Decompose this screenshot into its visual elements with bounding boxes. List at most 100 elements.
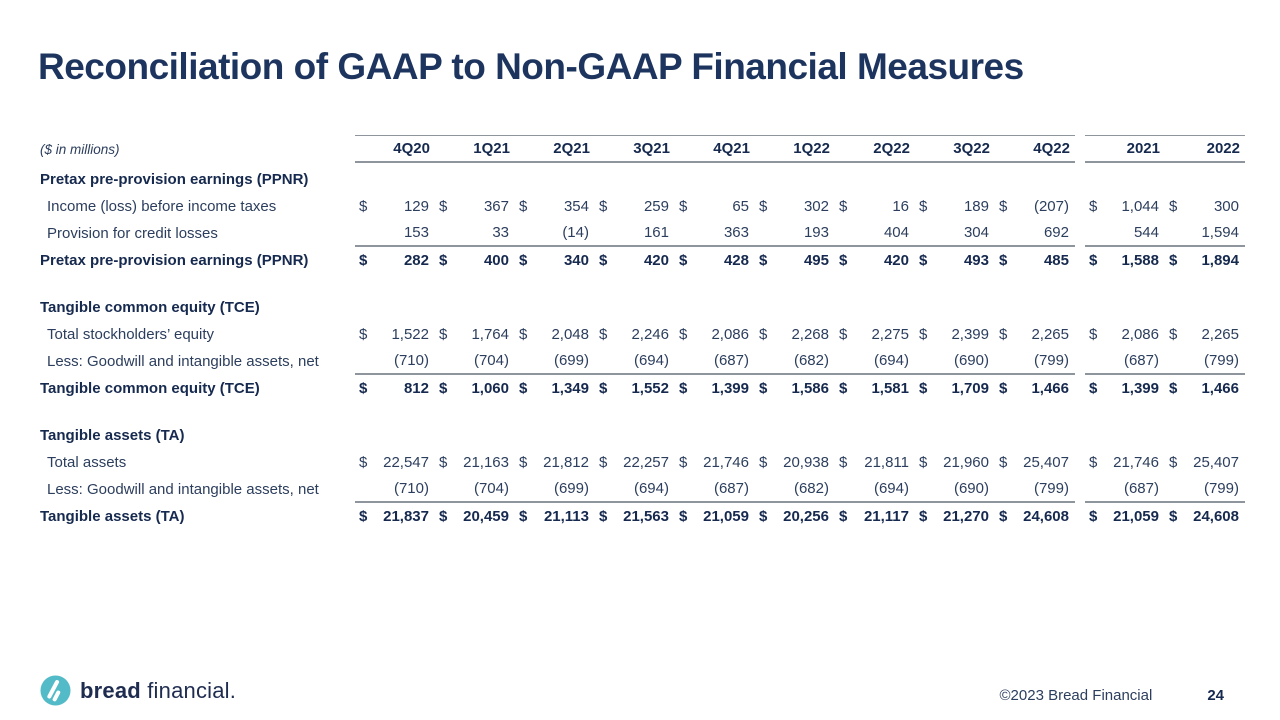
- dollar-sign: $: [999, 326, 1008, 343]
- cell-value: 428: [723, 252, 749, 269]
- cell-value: 24,608: [1023, 508, 1069, 525]
- quarter-cell: (704): [435, 476, 515, 503]
- cell-value: 1,466: [1031, 380, 1069, 397]
- units-note-text: ($ in millions): [40, 141, 120, 157]
- cell-value: (799): [1203, 480, 1239, 497]
- cell-value: 16: [892, 198, 909, 215]
- quarter-cell: $129: [355, 193, 435, 220]
- dollar-sign: $: [1169, 508, 1178, 525]
- cell-value: 21,746: [703, 454, 749, 471]
- dollar-sign: $: [919, 326, 928, 343]
- cell-value: 21,113: [543, 508, 589, 525]
- column-spacer: [1075, 247, 1085, 274]
- table-row: Income (loss) before income taxes $129 $36…: [40, 193, 1245, 220]
- dollar-sign: $: [839, 326, 848, 343]
- column-header-year: 2021: [1085, 135, 1165, 163]
- table-row: Total stockholders’ equity $1,522 $1,764 $2…: [40, 321, 1245, 348]
- quarter-cell: 161: [595, 220, 675, 247]
- cell-value: 1,586: [791, 380, 829, 397]
- dollar-sign: $: [439, 380, 448, 397]
- cell-value: 189: [963, 198, 989, 215]
- dollar-sign: $: [599, 326, 608, 343]
- cell-value: 2,048: [551, 326, 589, 343]
- cell-value: 20,938: [783, 454, 829, 471]
- column-spacer: [1075, 193, 1085, 220]
- reconciliation-table: ($ in millions) 4Q20 1Q21 2Q21 3Q21 4Q21 1Q22 2…: [40, 135, 1245, 530]
- cell-value: 20,256: [783, 508, 829, 525]
- section-header-label: Tangible assets (TA): [40, 427, 185, 444]
- quarter-cell: (687): [675, 348, 755, 375]
- quarter-cell: $420: [835, 247, 915, 274]
- cell-value: (687): [1123, 352, 1159, 369]
- dollar-sign: $: [1089, 380, 1098, 397]
- quarter-cell: $2,265: [995, 321, 1075, 348]
- quarter-cell: $2,399: [915, 321, 995, 348]
- cell-value: 1,349: [551, 380, 589, 397]
- total-row-label: Tangible common equity (TCE): [40, 380, 260, 397]
- year-cell: $1,466: [1165, 375, 1245, 402]
- quarter-cell: 304: [915, 220, 995, 247]
- quarter-cell: $24,608: [995, 503, 1075, 530]
- year-cell: $25,407: [1165, 449, 1245, 476]
- dollar-sign: $: [1169, 252, 1178, 269]
- cell-value: 21,563: [623, 508, 669, 525]
- quarter-cell: (799): [995, 348, 1075, 375]
- cell-value: 2,265: [1201, 326, 1239, 343]
- cell-value: 304: [963, 224, 989, 241]
- year-cell: $1,588: [1085, 247, 1165, 274]
- section-header-row: Tangible assets (TA): [40, 422, 1245, 449]
- quarter-cell: 33: [435, 220, 515, 247]
- cell-value: 1,588: [1121, 252, 1159, 269]
- column-spacer: [1075, 476, 1085, 503]
- dollar-sign: $: [919, 454, 928, 471]
- dollar-sign: $: [759, 326, 768, 343]
- quarter-cell: $65: [675, 193, 755, 220]
- quarter-cell: $1,349: [515, 375, 595, 402]
- dollar-sign: $: [1089, 326, 1098, 343]
- quarter-cell: $21,746: [675, 449, 755, 476]
- quarter-cell: (690): [915, 348, 995, 375]
- cell-value: 21,746: [1113, 454, 1159, 471]
- quarter-cell: 404: [835, 220, 915, 247]
- quarter-cell: $354: [515, 193, 595, 220]
- dollar-sign: $: [359, 454, 368, 471]
- cell-value: 692: [1043, 224, 1069, 241]
- year-cell: $21,746: [1085, 449, 1165, 476]
- dollar-sign: $: [359, 326, 368, 343]
- cell-value: 33: [492, 224, 509, 241]
- quarter-cell: (704): [435, 348, 515, 375]
- dollar-sign: $: [679, 508, 688, 525]
- logo-period: .: [229, 677, 237, 703]
- dollar-sign: $: [439, 326, 448, 343]
- cell-value: (704): [473, 480, 509, 497]
- cell-value: 21,837: [383, 508, 429, 525]
- year-cell: $1,044: [1085, 193, 1165, 220]
- quarter-cell: $1,764: [435, 321, 515, 348]
- row-label: Less: Goodwill and intangible assets, ne…: [47, 481, 319, 498]
- quarter-cell: 363: [675, 220, 755, 247]
- cell-value: 2,275: [871, 326, 909, 343]
- cell-value: 21,059: [1113, 508, 1159, 525]
- table-header-row: ($ in millions) 4Q20 1Q21 2Q21 3Q21 4Q21 1Q22 2…: [40, 135, 1245, 163]
- cell-value: 1,399: [711, 380, 749, 397]
- dollar-sign: $: [999, 252, 1008, 269]
- column-spacer: [1075, 220, 1085, 247]
- dollar-sign: $: [519, 198, 528, 215]
- column-header: 4Q20: [355, 135, 435, 163]
- dollar-sign: $: [759, 380, 768, 397]
- dollar-sign: $: [839, 508, 848, 525]
- cell-value: 420: [643, 252, 669, 269]
- cell-value: 1,060: [471, 380, 509, 397]
- cell-value: 20,459: [463, 508, 509, 525]
- copyright-text: ©2023 Bread Financial: [999, 687, 1153, 704]
- cell-value: 25,407: [1023, 454, 1069, 471]
- cell-value: 21,960: [943, 454, 989, 471]
- cell-value: 1,466: [1201, 380, 1239, 397]
- cell-value: 340: [563, 252, 589, 269]
- quarter-cell: $367: [435, 193, 515, 220]
- table-row: Tangible common equity (TCE) $812 $1,060 $1…: [40, 375, 1245, 402]
- dollar-sign: $: [839, 198, 848, 215]
- cell-value: (694): [873, 352, 909, 369]
- quarter-cell: $2,086: [675, 321, 755, 348]
